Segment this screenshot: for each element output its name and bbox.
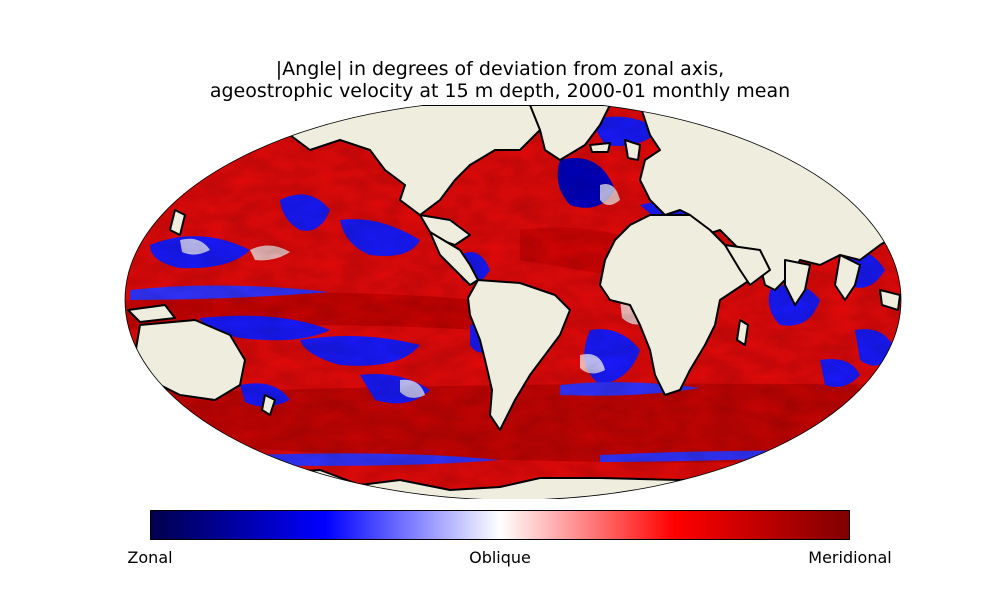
- colorbar: [150, 510, 850, 540]
- land-south-america: [467, 279, 571, 431]
- colorbar-label-zonal: Zonal: [127, 548, 173, 567]
- map-title-line-2: ageostrophic velocity at 15 m depth, 200…: [209, 80, 791, 102]
- colorbar-label-meridional: Meridional: [808, 548, 892, 567]
- map-title-line-1: |Angle| in degrees of deviation from zon…: [275, 58, 725, 80]
- land-north-america: [269, 105, 561, 216]
- ocean-field: [125, 105, 901, 499]
- globe-outline: [124, 105, 902, 499]
- land-greenland: [529, 105, 611, 161]
- colorbar-label-oblique: Oblique: [469, 548, 531, 567]
